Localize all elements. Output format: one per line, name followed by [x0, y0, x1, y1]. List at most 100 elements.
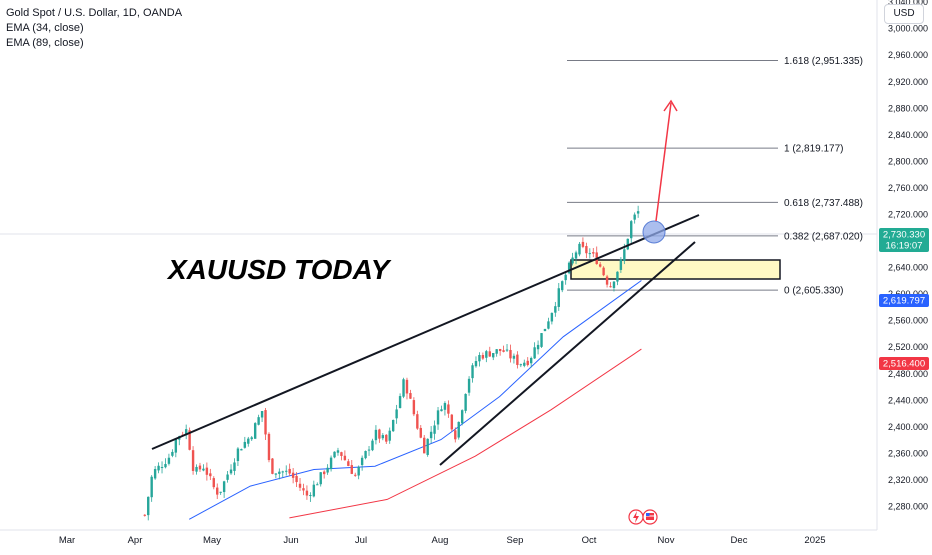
candle	[312, 480, 316, 498]
candle	[540, 332, 543, 348]
ema89-badge	[879, 357, 929, 370]
candle-body	[195, 466, 198, 472]
candle-body	[153, 469, 157, 479]
candle-body	[347, 461, 350, 466]
candle-body	[371, 440, 374, 451]
candle-body	[550, 312, 554, 322]
candle-body	[391, 419, 395, 432]
candle	[184, 424, 188, 440]
candle-body	[378, 429, 381, 439]
candle	[412, 397, 416, 417]
demand-zone-box[interactable]	[570, 259, 781, 280]
candle	[216, 483, 219, 500]
candle-body	[171, 451, 174, 456]
candle-body	[502, 350, 505, 352]
candle	[253, 422, 257, 439]
projection-arrow[interactable]	[655, 102, 672, 222]
candle-body	[343, 455, 347, 461]
candle	[364, 450, 367, 460]
candle-body	[405, 379, 409, 394]
candle	[457, 421, 460, 440]
breakout-circle[interactable]	[642, 220, 666, 244]
candle	[191, 446, 195, 475]
ema89-legend[interactable]: EMA (89, close)	[6, 37, 84, 49]
candle-body	[274, 473, 278, 475]
candle	[381, 433, 385, 441]
fibonacci-retracement[interactable]: 0 (2,605.330) 0.382 (2,687.020) 0.618 (2,7…	[567, 56, 863, 297]
lower-trendline[interactable]	[439, 241, 696, 466]
candle-body	[336, 450, 340, 453]
candle	[567, 261, 571, 275]
candle-body	[598, 264, 602, 267]
y-tick-label: 2,520.000	[888, 342, 928, 352]
candle	[167, 453, 171, 466]
candle-body	[329, 457, 333, 470]
candle-body	[253, 423, 257, 439]
candle-body	[443, 403, 447, 410]
candle	[436, 406, 440, 430]
y-tick-label: 2,560.000	[888, 316, 928, 326]
candle-body	[543, 328, 547, 332]
candle-body	[561, 281, 564, 291]
candle-body	[585, 246, 588, 254]
candle	[433, 420, 436, 440]
ema89-line[interactable]	[289, 348, 642, 519]
candle-body	[278, 471, 281, 474]
candle	[426, 438, 429, 457]
candle-body	[205, 467, 209, 475]
candle-body	[364, 450, 367, 459]
candle	[247, 436, 250, 447]
candle-body	[219, 491, 222, 493]
candle-body	[350, 465, 353, 474]
candle-body	[260, 411, 264, 418]
candle	[371, 438, 374, 452]
candle	[492, 353, 495, 361]
candle	[578, 241, 581, 257]
annotation-title[interactable]: XAUUSD TODAY	[166, 254, 392, 285]
candle-body	[498, 348, 502, 352]
candle-body	[474, 361, 478, 367]
candle-body	[436, 410, 440, 425]
candle	[305, 485, 309, 500]
candle-body	[250, 437, 253, 440]
candle-body	[609, 286, 612, 288]
currency-button[interactable]: USD	[884, 4, 924, 24]
x-tick-label: Sep	[507, 535, 524, 546]
fib-level-label: 0.618 (2,737.488)	[784, 198, 863, 209]
candle-body	[578, 243, 581, 255]
ema34-line[interactable]	[188, 280, 642, 520]
candle	[564, 271, 567, 285]
candle-body	[288, 468, 291, 474]
event-icons[interactable]	[628, 509, 658, 525]
candle-body	[519, 364, 523, 366]
ema34-legend[interactable]: EMA (34, close)	[6, 22, 84, 34]
candle-body	[612, 281, 616, 288]
candle-body	[247, 438, 250, 444]
candle	[309, 492, 312, 502]
candle	[409, 389, 412, 400]
candle	[516, 351, 519, 369]
chart-legend[interactable]: Gold Spot / U.S. Dollar, 1D, OANDA EMA (…	[6, 6, 182, 51]
candle	[143, 514, 146, 517]
upper-trendline[interactable]	[151, 214, 700, 450]
candle	[571, 252, 574, 266]
candle	[295, 472, 298, 488]
candle	[588, 248, 592, 259]
candle	[222, 480, 226, 498]
candle	[333, 451, 336, 459]
candle	[329, 455, 333, 472]
time-axis[interactable]: Mar Apr May Jun Jul Aug Sep Oct Nov Dec 2025	[59, 535, 826, 546]
candle-body	[523, 362, 526, 366]
candle	[374, 425, 378, 445]
candle	[616, 271, 619, 286]
candle	[533, 342, 536, 359]
candle-body	[229, 469, 233, 474]
symbol-title[interactable]: Gold Spot / U.S. Dollar, 1D, OANDA	[6, 7, 183, 19]
last-price-badge	[879, 228, 929, 252]
candle-body	[216, 487, 219, 495]
y-tick-label: 2,280.000	[888, 502, 928, 512]
y-tick-label: 2,360.000	[888, 448, 928, 458]
candle-body	[440, 409, 443, 412]
